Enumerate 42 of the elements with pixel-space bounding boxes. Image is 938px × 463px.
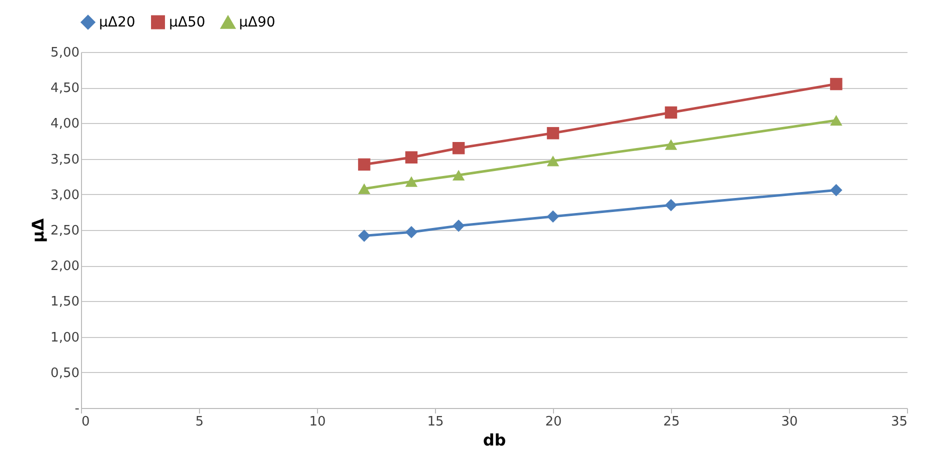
point	[664, 139, 678, 150]
y-tick-label: 1,50	[50, 294, 80, 310]
x-tick-label: 15	[427, 414, 444, 430]
point	[664, 198, 678, 212]
point	[405, 226, 418, 238]
point	[546, 127, 560, 140]
x-tick-label: 35	[890, 414, 908, 430]
y-tick-label: 5,00	[50, 46, 80, 60]
point	[546, 210, 560, 223]
x-axis-title: db	[483, 430, 506, 450]
x-tick-label: 30	[781, 414, 798, 430]
point	[358, 183, 370, 194]
x-tick-label: 5	[195, 414, 204, 430]
legend-label: μΔ90	[239, 14, 276, 31]
point	[452, 220, 465, 232]
y-tick-label: 4,50	[50, 81, 80, 96]
point	[830, 115, 842, 126]
y-tick-label: 4,00	[50, 116, 80, 132]
point	[452, 170, 465, 180]
point	[405, 151, 418, 164]
x-tick-label: 10	[309, 414, 326, 430]
x-tick-label: 25	[663, 414, 680, 430]
point	[830, 78, 842, 90]
y-tick-label: 1,00	[50, 330, 80, 346]
y-tick-label: 3,50	[50, 152, 80, 168]
legend-label: μΔ20	[99, 14, 136, 30]
x-tick-label: 20	[545, 414, 562, 430]
point	[405, 176, 418, 187]
point	[830, 184, 842, 196]
point	[664, 106, 678, 119]
point	[358, 230, 370, 242]
point	[546, 156, 560, 166]
y-tick-label: -	[74, 402, 80, 416]
y-tick-label: 3,00	[50, 188, 80, 203]
point	[452, 142, 465, 154]
y-axis-title: μΔ	[28, 218, 48, 243]
legend-label: μΔ50	[169, 14, 206, 30]
x-tick-label: 0	[82, 414, 90, 430]
y-tick-label: 2,50	[50, 224, 80, 238]
y-tick-label: 0,50	[50, 366, 80, 381]
point	[358, 158, 370, 171]
y-tick-label: 2,00	[50, 259, 80, 274]
